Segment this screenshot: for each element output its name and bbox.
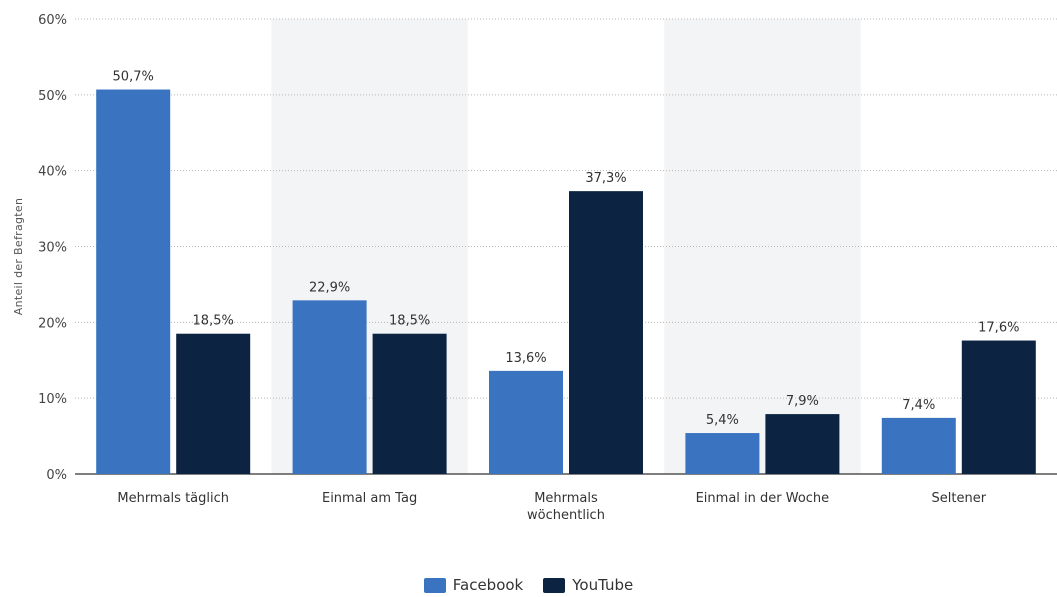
bar-facebook-3 <box>685 433 760 474</box>
legend-swatch-youtube <box>543 577 566 593</box>
y-axis-title: Anteil der Befragten <box>12 198 25 315</box>
bar-facebook-4 <box>881 417 956 474</box>
x-tick-label-4: Seltener <box>932 491 987 506</box>
legend-item-facebook[interactable]: Facebook <box>423 576 524 594</box>
bar-youtube-2 <box>569 191 643 474</box>
legend-label-facebook: Facebook <box>452 576 524 594</box>
data-label-facebook-2: 13,6% <box>505 351 546 366</box>
legend-swatch-facebook <box>423 577 446 593</box>
bar-youtube-0 <box>176 333 251 474</box>
x-tick-label-2-line-1: wöchentlich <box>527 508 605 523</box>
bar-youtube-1 <box>372 333 447 474</box>
legend-label-youtube: YouTube <box>572 576 634 594</box>
y-tick-label-6: 60% <box>38 13 67 28</box>
bar-facebook-0 <box>96 89 171 475</box>
x-tick-label-2-line-0: Mehrmals <box>534 491 598 506</box>
data-label-youtube-2: 37,3% <box>585 171 626 186</box>
bar-facebook-1 <box>292 300 367 474</box>
y-tick-label-2: 20% <box>38 316 67 331</box>
y-tick-label-4: 40% <box>38 165 67 180</box>
data-label-facebook-4: 7,4% <box>902 398 935 413</box>
data-label-youtube-0: 18,5% <box>193 314 234 329</box>
y-tick-label-1: 10% <box>38 392 67 407</box>
bar-youtube-4 <box>961 340 1036 474</box>
bar-facebook-2 <box>489 370 563 474</box>
data-label-facebook-1: 22,9% <box>309 280 350 295</box>
y-tick-label-3: 30% <box>38 241 67 256</box>
legend-item-youtube[interactable]: YouTube <box>543 576 633 594</box>
y-tick-label-5: 50% <box>38 89 67 104</box>
data-label-facebook-0: 50,7% <box>113 70 154 85</box>
legend: Facebook YouTube <box>0 576 1057 594</box>
x-tick-label-1: Einmal am Tag <box>322 491 417 506</box>
bar-youtube-3 <box>765 414 840 474</box>
data-label-youtube-4: 17,6% <box>978 321 1019 336</box>
data-label-facebook-3: 5,4% <box>706 413 739 428</box>
x-tick-label-0: Mehrmals täglich <box>117 491 229 506</box>
data-label-youtube-3: 7,9% <box>786 394 819 409</box>
data-label-youtube-1: 18,5% <box>389 314 430 329</box>
y-tick-label-0: 0% <box>46 468 67 483</box>
x-tick-label-3: Einmal in der Woche <box>696 491 830 506</box>
